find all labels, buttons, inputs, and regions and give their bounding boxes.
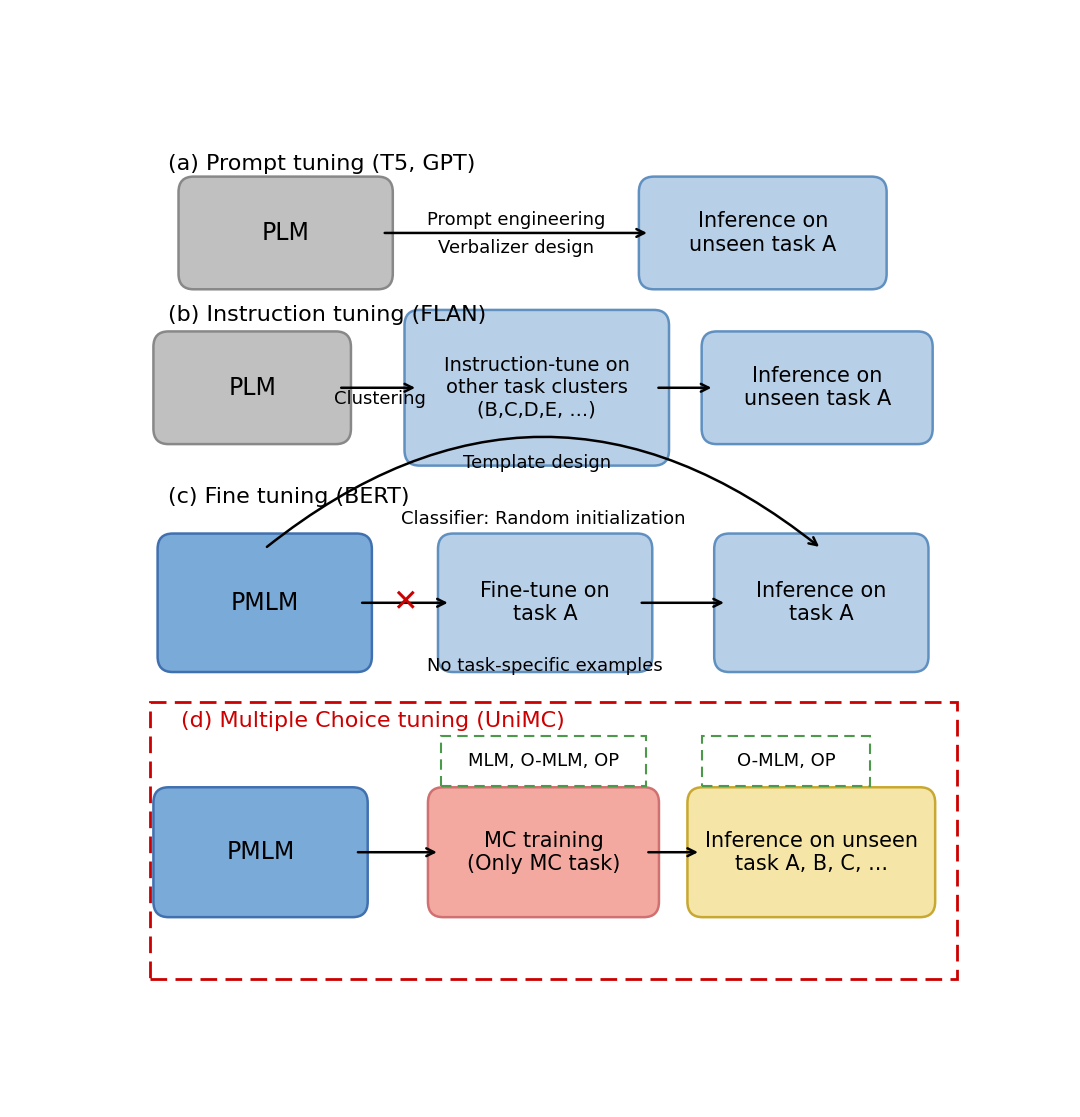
Text: Clustering: Clustering [335, 390, 427, 408]
Text: O-MLM, OP: O-MLM, OP [737, 752, 836, 770]
FancyBboxPatch shape [639, 176, 887, 289]
FancyBboxPatch shape [702, 332, 933, 445]
Text: Inference on unseen
task A, B, C, ...: Inference on unseen task A, B, C, ... [705, 831, 918, 873]
Text: MC training
(Only MC task): MC training (Only MC task) [467, 831, 620, 873]
Text: PMLM: PMLM [227, 840, 295, 865]
FancyBboxPatch shape [405, 309, 669, 466]
Text: PMLM: PMLM [231, 591, 299, 614]
FancyBboxPatch shape [158, 534, 372, 672]
Text: Verbalizer design: Verbalizer design [437, 239, 594, 257]
Text: Classifier: Random initialization: Classifier: Random initialization [401, 510, 686, 528]
FancyBboxPatch shape [153, 332, 351, 445]
Text: (c) Fine tuning (BERT): (c) Fine tuning (BERT) [168, 487, 410, 507]
FancyBboxPatch shape [178, 176, 393, 289]
Text: Inference on
task A: Inference on task A [756, 581, 887, 624]
Text: Prompt engineering: Prompt engineering [427, 211, 605, 229]
FancyBboxPatch shape [702, 736, 869, 786]
Text: Inference on
unseen task A: Inference on unseen task A [743, 366, 891, 409]
FancyBboxPatch shape [714, 534, 929, 672]
FancyBboxPatch shape [153, 787, 367, 917]
FancyBboxPatch shape [438, 534, 652, 672]
Text: PLM: PLM [261, 221, 310, 245]
Text: Template design: Template design [462, 454, 611, 471]
Bar [150, 701, 957, 978]
Text: (d) Multiple Choice tuning (UniMC): (d) Multiple Choice tuning (UniMC) [181, 710, 565, 731]
Text: Fine-tune on
task A: Fine-tune on task A [481, 581, 610, 624]
Text: Instruction-tune on
other task clusters
(B,C,D,E, ...): Instruction-tune on other task clusters … [444, 356, 630, 419]
Text: MLM, O-MLM, OP: MLM, O-MLM, OP [468, 752, 619, 770]
Text: PLM: PLM [228, 375, 276, 400]
Text: (b) Instruction tuning (FLAN): (b) Instruction tuning (FLAN) [168, 305, 487, 325]
Text: (a) Prompt tuning (T5, GPT): (a) Prompt tuning (T5, GPT) [168, 154, 476, 174]
Text: No task-specific examples: No task-specific examples [428, 658, 663, 676]
Text: ✕: ✕ [393, 589, 418, 618]
FancyBboxPatch shape [428, 787, 659, 917]
FancyBboxPatch shape [442, 736, 646, 786]
FancyBboxPatch shape [688, 787, 935, 917]
Text: Inference on
unseen task A: Inference on unseen task A [689, 211, 836, 255]
